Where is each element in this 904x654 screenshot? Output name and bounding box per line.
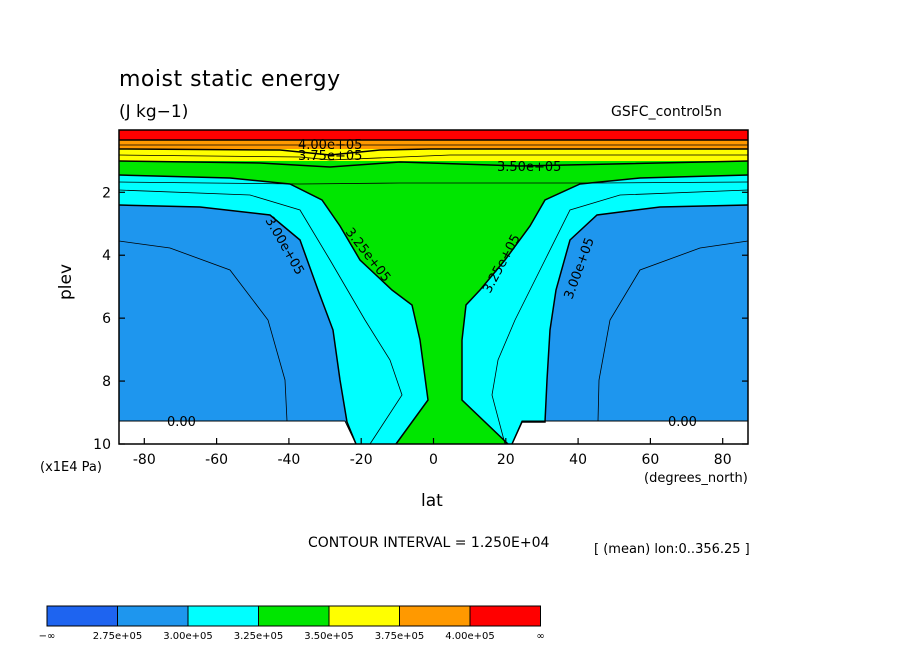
colorbar-swatch	[46, 605, 118, 627]
contour-label: 3.75e+05	[298, 149, 362, 164]
fill-white-left	[119, 421, 356, 444]
y-tick-label: 4	[102, 248, 111, 264]
contour-label: 4.00e+05	[298, 138, 362, 153]
fill-blue-right	[545, 205, 748, 422]
y-tick-label: 2	[102, 185, 111, 201]
contour-label: 0.00	[668, 415, 697, 430]
y-axis-unit: (x1E4 Pa)	[40, 460, 102, 475]
y-tick-label: 6	[102, 311, 111, 327]
colorbar-label: 3.00e+05	[163, 631, 213, 642]
contour-label: 0.00	[167, 415, 196, 430]
chart-title: moist static energy	[119, 67, 341, 92]
x-tick-label: 20	[497, 452, 515, 468]
x-tick-label: -80	[133, 452, 156, 468]
fill-blue	[119, 205, 347, 422]
colorbar-swatch	[187, 605, 259, 627]
colorbar-swatch	[328, 605, 400, 627]
colorbar-swatch	[469, 605, 541, 627]
x-tick-label: 0	[429, 452, 438, 468]
y-tick-label: 10	[93, 437, 111, 453]
x-tick-label: 80	[714, 452, 732, 468]
x-tick-label: -40	[277, 452, 300, 468]
x-ticks: -80 -60 -40 -20 0 20 40 60 80	[133, 438, 732, 468]
colorbar-swatch	[399, 605, 471, 627]
dataset-label: GSFC_control5n	[611, 104, 722, 120]
colorbar-label: ∞	[536, 631, 544, 642]
fill-red	[119, 130, 748, 140]
colorbar-label: 3.25e+05	[234, 631, 284, 642]
x-tick-label: 40	[569, 452, 587, 468]
colorbar: −∞ 2.75e+05 3.00e+05 3.25e+05 3.50e+05 3.75e+…	[39, 605, 545, 642]
colorbar-label: 2.75e+05	[93, 631, 143, 642]
x-tick-label: 60	[641, 452, 659, 468]
chart-units: (J kg−1)	[119, 102, 189, 122]
y-ticks: 2 4 6 8 10	[93, 185, 748, 453]
x-axis-label: lat	[421, 491, 443, 511]
colorbar-label: −∞	[39, 631, 56, 642]
contour-lines	[118, 139, 749, 445]
y-tick-label: 8	[102, 374, 111, 390]
colorbar-label: 4.00e+05	[445, 631, 495, 642]
x-axis-unit: (degrees_north)	[644, 471, 748, 486]
contour-label: 3.50e+05	[497, 160, 561, 175]
contour-interval-note: CONTOUR INTERVAL = 1.250E+04	[308, 535, 550, 551]
fill-yellow	[119, 149, 748, 161]
x-tick-label: -60	[205, 452, 228, 468]
x-tick-label: -20	[350, 452, 373, 468]
mean-longitude-note: [ (mean) lon:0..356.25 ]	[594, 542, 750, 557]
colorbar-swatch	[258, 605, 330, 627]
colorbar-label: 3.50e+05	[304, 631, 354, 642]
colorbar-swatch	[117, 605, 189, 627]
colorbar-label: 3.75e+05	[375, 631, 425, 642]
contour-fills	[119, 130, 748, 444]
fill-orange	[119, 140, 748, 149]
fill-white-right	[512, 421, 748, 444]
